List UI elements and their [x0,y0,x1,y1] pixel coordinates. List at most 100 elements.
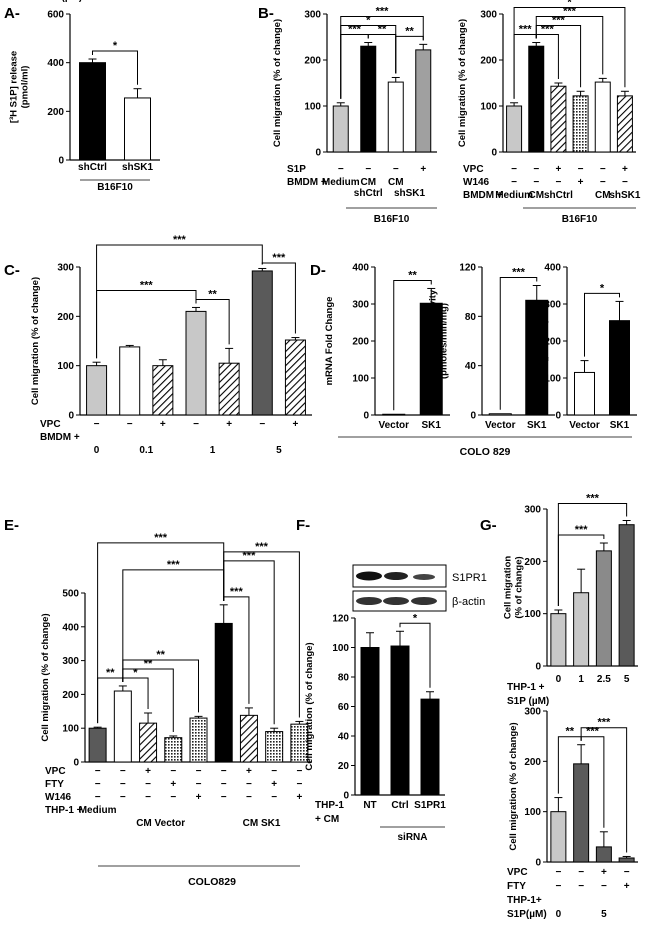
c7-sub-label: CM SK1 [243,818,281,829]
c9-bar [550,613,567,667]
c5-sig-bracket [499,277,538,410]
c7-sig-label: *** [154,532,168,544]
c3-row-label: S1P (µM) [40,0,82,3]
c3-dose-label: 5 [276,445,282,456]
c2-y-tick-label: 100 [480,102,497,113]
c3-bar [284,339,306,416]
c4-panel-label: D- [310,262,326,279]
c9-sig-label: *** [586,493,600,505]
c1-row-cell: − [338,164,344,175]
c1-sub-label: shCtrl [354,188,383,199]
c3-y-tick-label: 0 [68,411,74,422]
c6-y-tick-label: 300 [544,300,561,311]
c7-sig-bracket [97,542,225,724]
c7-sig-label: *** [243,550,257,562]
c3-sig-bracket [96,244,263,359]
c7-bar [113,690,132,763]
c3-row-cell: + [160,419,166,430]
c7-row-cell: − [271,766,277,777]
c8-category-label: S1PR1 [414,800,446,811]
footer-colo829: COLO829 [188,876,236,888]
c8-bar [390,645,410,796]
c8-y-axis-label: Cell migration (% of change) [304,642,315,770]
c10-row-cell: − [578,867,584,878]
c3-row-cell: − [127,419,133,430]
c7-row-label: FTY [45,779,64,790]
c8-bar [360,647,380,796]
c7-row-cell: − [296,766,302,777]
c3-bar [119,346,141,416]
c7-row-cell: − [221,766,227,777]
c0-bar [79,62,106,161]
c6-y-axis-label: [³H S1P] release [528,305,539,377]
c10-row-label: THP-1+ [507,895,542,906]
c10-row-cell: − [578,881,584,892]
c9-category-label: 2.5 [597,674,611,685]
c3-row-cell: + [293,419,299,430]
c3-panel-label: C- [4,262,20,279]
c6-bar [609,320,630,416]
c4-y-tick-label: 400 [352,263,369,274]
c4-y-tick-label: 300 [352,300,369,311]
c9-category-label: 5 [624,674,630,685]
c7-sig-bracket [122,569,225,682]
c7-row-cell: + [246,766,252,777]
c9-y-axis-label: (% of change) [514,556,525,618]
c1-sig-label: *** [348,24,362,36]
c8-sig-bracket [399,622,431,688]
c3-row-label: VPC [40,419,61,430]
c0-panel-label: A- [4,5,20,22]
c10-bar [573,763,590,863]
c2-sig-bracket [513,7,626,99]
c7-row-label: THP-1 + [45,805,83,816]
c7-row-cell: − [246,792,252,803]
c2-bar [616,95,633,153]
c2-row-cell: + [578,177,584,188]
c0-category-label: shCtrl [78,162,107,173]
c10-row-label: VPC [507,867,528,878]
c2-row-cell: shSK1 [609,190,641,201]
c6-y-tick-label: 400 [544,263,561,274]
footer-colo-829: COLO 829 [460,446,511,458]
blot-label-s1pr1: S1PR1 [452,572,487,584]
c6-category-label: Vector [569,420,600,431]
c1-row-label: BMDM + [287,177,327,188]
c3-row-cell: − [259,419,265,430]
c5-y-tick-label: 40 [465,361,477,372]
c3-sig-label: *** [272,252,286,264]
c3-sig-label: *** [140,279,154,291]
c7-panel-label: E- [4,517,19,534]
c1-bar [332,105,349,153]
c1-y-tick-label: 100 [304,102,321,113]
c7-row-cell: − [246,779,252,790]
c10-row-cell: − [601,881,607,892]
c6-y-axis-label: (pmol/ml) [539,320,550,363]
c7-row-cell: − [196,779,202,790]
c7-row-cell: − [221,792,227,803]
c8-y-tick-label: 20 [338,761,350,772]
c7-row-cell: − [221,779,227,790]
c2-bar [594,81,611,153]
c0-y-tick-label: 400 [47,58,64,69]
c1-y-axis-label: Cell migration (% of change) [272,19,283,147]
c7-y-tick-label: 500 [62,589,79,600]
c7-y-tick-label: 200 [62,690,79,701]
c7-row-cell: Medium [79,805,117,816]
c6-category-label: SK1 [610,420,630,431]
c7-row-cell: − [296,779,302,790]
c2-sig-label: *** [519,24,533,36]
c1-row-cell: − [365,164,371,175]
c6-bar [574,371,595,416]
c10-y-tick-label: 300 [524,707,541,718]
c4-category-label: SK1 [422,420,442,431]
c8-bar [420,698,440,796]
c3-y-tick-label: 200 [57,312,74,323]
c6-sig-bracket [584,292,620,357]
c0-sig-label: * [113,40,118,52]
c2-row-cell: + [555,164,561,175]
c7-bar [139,722,158,763]
c7-bar [214,622,233,763]
c0-category-label: shSK1 [122,162,154,173]
c3-y-axis-label: Cell migration (% of change) [30,277,41,405]
